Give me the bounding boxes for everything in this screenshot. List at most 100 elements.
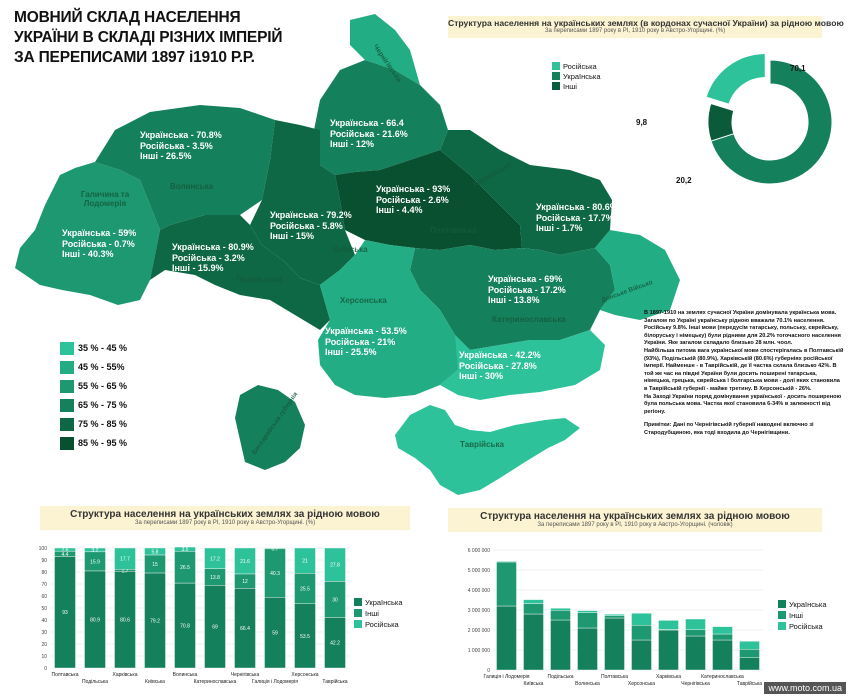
region-stats-poltava: Українська - 93% Російська - 2.6% Інші -… bbox=[376, 184, 450, 216]
bar-segment bbox=[739, 648, 760, 658]
chart1-title: Структура населення на українських земля… bbox=[70, 509, 380, 520]
chart1-legend-item: Українська bbox=[354, 598, 403, 607]
y-tick-label: 1 000 000 bbox=[468, 648, 490, 654]
stat-line: Інші - 15% bbox=[270, 231, 314, 241]
bar-segment bbox=[631, 612, 652, 626]
bar-value-label: 70.8 bbox=[180, 624, 190, 630]
legend-label: Українська bbox=[365, 598, 403, 607]
donut-slice bbox=[707, 102, 735, 142]
bar-value-label: 26.5 bbox=[180, 565, 190, 571]
bar-segment bbox=[54, 547, 76, 552]
bar-value-label: 40.3 bbox=[270, 571, 280, 577]
chart1-subtitle: За переписами 1897 року в РІ, 1910 року … bbox=[134, 520, 316, 526]
main-title: МОВНИЙ СКЛАД НАСЕЛЕННЯ УКРАЇНИ В СКЛАДІ … bbox=[14, 8, 314, 68]
region-kherson bbox=[318, 240, 470, 398]
region-tavria bbox=[440, 330, 605, 400]
region-podillia bbox=[150, 215, 330, 330]
bar-value-label: 79.2 bbox=[150, 618, 160, 624]
region-name-katerynoslav: Катеринославська bbox=[492, 315, 566, 324]
region-name-tavria: Таврійська bbox=[460, 440, 504, 449]
bar-segment bbox=[523, 613, 544, 671]
x-tick-label: Подільська bbox=[548, 674, 574, 680]
stat-line: Російська - 3.2% bbox=[172, 252, 245, 263]
info-paragraph: На Заході України поряд домінування укра… bbox=[644, 393, 842, 415]
x-tick-label: Катеринославська bbox=[194, 679, 237, 685]
donut-banner: Структура населення на українських земля… bbox=[448, 16, 844, 38]
bar-value-label: 80.9 bbox=[90, 617, 100, 623]
info-text: В 1897-1910 на землях сучасної України д… bbox=[644, 310, 844, 438]
region-stats-chernihiv: Українська - 66.4 Російська - 21.6% Інші… bbox=[330, 118, 408, 150]
y-tick-label: 5 000 000 bbox=[468, 568, 490, 574]
legend-swatch bbox=[552, 62, 560, 70]
bar-segment bbox=[294, 547, 316, 574]
info-note: Примітки: Дані по Чернігівській губернії… bbox=[644, 422, 814, 436]
x-tick-label: Харківська bbox=[113, 672, 138, 678]
y-tick-label: 20 bbox=[41, 642, 47, 648]
info-paragraph: В 1897-1910 на землях сучасної України д… bbox=[644, 310, 841, 347]
legend-label: Російська bbox=[365, 620, 399, 629]
bar-segment bbox=[550, 609, 571, 621]
site-footer[interactable]: www.moto.com.ua bbox=[764, 682, 846, 694]
region-stats-tavria: Українська - 42.2% Російська - 27.8% Інш… bbox=[459, 350, 541, 382]
chart2-stacked-bar: 0 1 000 000 2 000 000 3 000 000 4 000 000 5 0… bbox=[468, 548, 763, 687]
donut-slice bbox=[705, 53, 766, 105]
donut-title: Структура населення на українських земля… bbox=[448, 18, 844, 28]
bar-segment bbox=[84, 547, 106, 553]
y-tick-label: 10 bbox=[41, 654, 47, 660]
stat-line: Російська - 21% bbox=[325, 336, 396, 347]
stat-line: Українська - 93% bbox=[376, 184, 451, 194]
bar-value-label: 80.6 bbox=[120, 618, 130, 624]
stat-line: Українська - 53.5% bbox=[325, 326, 407, 336]
bar-segment bbox=[577, 610, 598, 613]
bar-segment bbox=[550, 607, 571, 611]
bar-segment bbox=[234, 547, 256, 575]
region-kharkiv bbox=[440, 130, 612, 255]
y-tick-label: 80 bbox=[41, 570, 47, 576]
x-tick-label: Харківська bbox=[656, 674, 681, 680]
x-tick-label: Таврійська bbox=[322, 678, 347, 685]
bar-segment bbox=[631, 624, 652, 641]
donut-legend-item: Українська bbox=[552, 72, 601, 81]
bar-segment bbox=[204, 547, 226, 569]
donut-value-label: 9,8 bbox=[636, 118, 648, 127]
chart1-legend-item: Інші bbox=[354, 609, 379, 618]
donut-legend-item: Інші bbox=[552, 82, 577, 91]
bar-segment bbox=[114, 547, 136, 570]
bar-segment bbox=[658, 620, 679, 630]
region-name-kherson: Херсонська bbox=[340, 296, 387, 305]
region-galicia bbox=[15, 162, 160, 305]
bar-segment bbox=[577, 612, 598, 629]
region-name-podillia: Подільська bbox=[236, 275, 282, 284]
stat-line: Російська - 5.8% bbox=[270, 220, 343, 231]
bar-segment bbox=[685, 629, 706, 637]
bar-segment bbox=[550, 619, 571, 671]
stat-line: Російська - 21.6% bbox=[330, 128, 408, 139]
y-tick-label: 6 000 000 bbox=[468, 548, 490, 554]
legend-swatch bbox=[354, 609, 362, 617]
chart2-title: Структура населення на українських земля… bbox=[480, 511, 790, 522]
legend-swatch bbox=[60, 399, 74, 412]
stat-line: Інші - 25.5% bbox=[325, 347, 377, 357]
bar-segment bbox=[577, 627, 598, 671]
region-chernihiv bbox=[312, 60, 448, 175]
region-katerynoslav bbox=[410, 245, 615, 350]
region-name-kyiv: Київська bbox=[333, 245, 368, 254]
donut-subtitle: За переписами 1897 року в РІ, 1910 року … bbox=[544, 28, 726, 34]
x-tick-label: Волинська bbox=[575, 681, 600, 687]
legend-swatch bbox=[552, 82, 560, 90]
donut-legend-item: Російська bbox=[552, 62, 597, 71]
legend-label: Українська bbox=[563, 72, 601, 81]
legend-label: 75 % - 85 % bbox=[78, 419, 128, 429]
bar-value-label: 1.7 bbox=[122, 568, 129, 574]
region-poltava bbox=[335, 150, 522, 250]
y-tick-label: 90 bbox=[41, 558, 47, 564]
y-tick-label: 100 bbox=[39, 546, 48, 552]
bar-segment bbox=[496, 605, 517, 671]
bar-value-label: 0.7 bbox=[272, 546, 279, 552]
stat-line: Інші - 15.9% bbox=[172, 263, 224, 273]
bar-value-label: 15.9 bbox=[90, 559, 100, 565]
bar-value-label: 21.6 bbox=[240, 559, 250, 565]
bar-value-label: 3.5 bbox=[182, 547, 189, 553]
info-paragraph: Найбільша питома вага української мови с… bbox=[644, 347, 844, 392]
